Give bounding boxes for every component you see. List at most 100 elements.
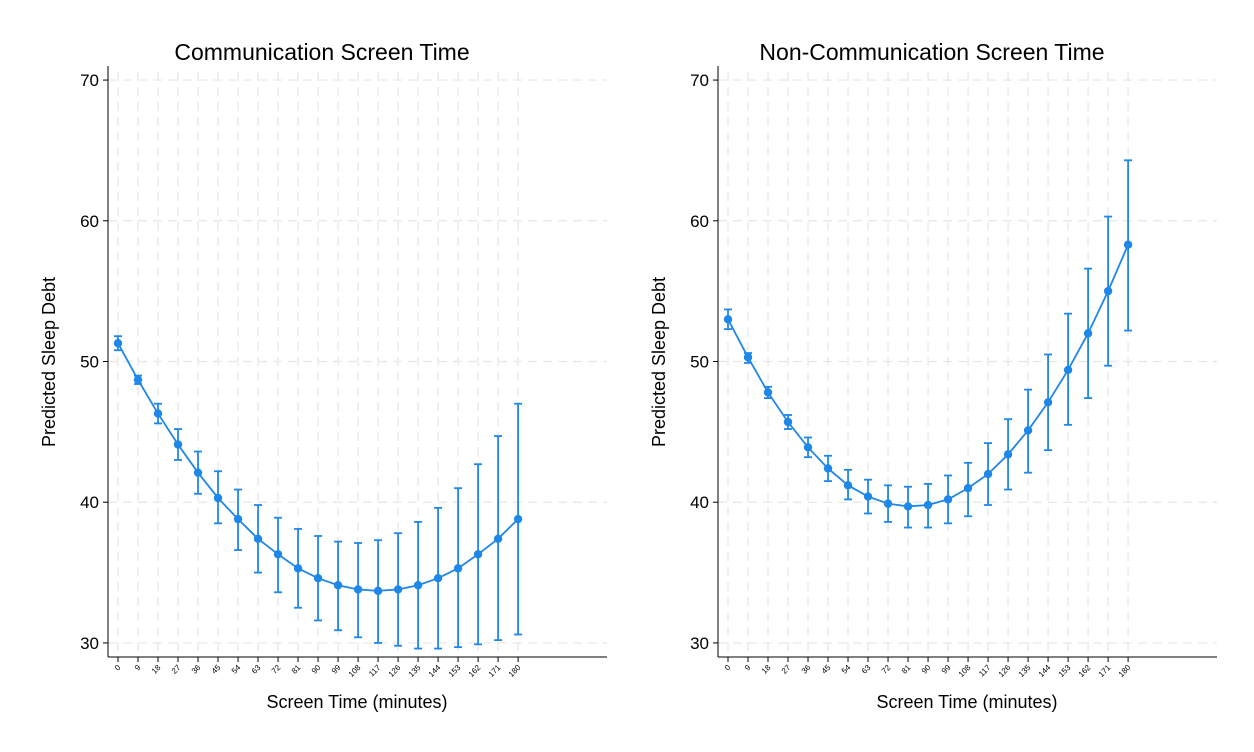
y-tick-label: 30 xyxy=(80,634,99,653)
x-tick-label: 108 xyxy=(347,663,363,679)
x-tick-label: 126 xyxy=(387,663,403,679)
data-point xyxy=(1003,450,1013,459)
x-tick-label: 27 xyxy=(170,663,183,676)
x-tick-label: 144 xyxy=(1037,663,1053,679)
y-tick-label: 60 xyxy=(80,212,99,231)
x-tick-label: 135 xyxy=(407,663,423,679)
x-tick-label: 81 xyxy=(290,663,303,676)
data-point xyxy=(743,353,753,362)
data-point xyxy=(863,492,873,501)
y-axis-title: Predicted Sleep Debt xyxy=(39,277,59,447)
x-tick-label: 27 xyxy=(780,663,793,676)
y-tick-label: 40 xyxy=(80,493,99,512)
x-tick-label: 180 xyxy=(507,663,523,679)
data-point xyxy=(433,574,443,583)
data-point xyxy=(843,481,853,490)
data-point xyxy=(823,464,833,473)
data-point xyxy=(903,502,913,511)
data-point xyxy=(193,468,203,477)
data-point xyxy=(983,469,993,479)
data-point xyxy=(493,534,503,543)
x-tick-label: 36 xyxy=(190,663,203,676)
data-point xyxy=(113,339,123,348)
chart-communication: Communication Screen Time 30 40 50 60 70 0 9 18… xyxy=(39,39,607,712)
data-point xyxy=(1103,286,1113,296)
data-point xyxy=(413,581,423,590)
x-tick-label: 126 xyxy=(997,663,1013,679)
y-tick-label: 50 xyxy=(80,353,99,372)
x-tick-label: 0 xyxy=(113,663,123,673)
data-point xyxy=(233,514,243,524)
y-axis-title: Predicted Sleep Debt xyxy=(649,277,669,447)
data-point xyxy=(253,534,263,543)
data-point xyxy=(393,585,403,594)
data-point xyxy=(173,440,183,449)
data-point xyxy=(333,581,343,590)
data-point xyxy=(803,443,813,452)
x-tick-label: 171 xyxy=(487,663,503,679)
data-point xyxy=(313,574,323,583)
x-tick-label: 63 xyxy=(860,663,873,676)
x-tick-label: 9 xyxy=(743,663,753,673)
data-point xyxy=(763,388,773,397)
axes: 30 40 50 60 70 0 9 18 27 36 45 54 63 72 81 90 99 108 117 12… xyxy=(690,66,1217,679)
data-point xyxy=(1063,365,1073,375)
data-point xyxy=(153,409,163,418)
data-point xyxy=(513,514,523,524)
x-tick-label: 117 xyxy=(977,663,993,679)
x-tick-label: 18 xyxy=(760,663,773,676)
data-point xyxy=(473,550,483,559)
x-tick-label: 171 xyxy=(1097,663,1113,679)
data-point xyxy=(1043,398,1053,407)
data-point xyxy=(923,500,933,510)
x-tick-label: 45 xyxy=(210,663,223,676)
x-tick-label: 45 xyxy=(820,663,833,676)
grid xyxy=(718,72,1217,657)
data-point xyxy=(1083,329,1093,338)
x-tick-label: 63 xyxy=(250,663,263,676)
data-point xyxy=(273,550,283,559)
data-point xyxy=(783,417,793,427)
x-tick-label: 72 xyxy=(270,663,283,676)
data-point xyxy=(723,315,733,324)
chart-title: Non-Communication Screen Time xyxy=(759,39,1104,65)
data-point xyxy=(293,564,303,573)
y-tick-label: 60 xyxy=(690,212,709,231)
chart-non-communication: Non-Communication Screen Time 30 40 50 60 70… xyxy=(649,39,1217,712)
x-tick-label: 153 xyxy=(1057,663,1073,679)
data-point xyxy=(963,483,973,493)
x-tick-label: 153 xyxy=(447,663,463,679)
y-tick-label: 70 xyxy=(80,71,99,90)
y-tick-label: 70 xyxy=(690,71,709,90)
series xyxy=(723,159,1133,529)
data-point xyxy=(133,375,143,384)
x-tick-label: 162 xyxy=(1077,663,1093,679)
data-point xyxy=(883,499,893,508)
data-point xyxy=(213,493,223,503)
y-tick-label: 30 xyxy=(690,634,709,653)
data-point xyxy=(943,495,953,504)
x-axis-title: Screen Time (minutes) xyxy=(876,692,1057,712)
data-point xyxy=(453,564,463,573)
x-tick-label: 108 xyxy=(957,663,973,679)
x-tick-label: 99 xyxy=(940,663,953,676)
x-tick-label: 117 xyxy=(367,663,383,679)
x-tick-label: 9 xyxy=(133,663,143,673)
series xyxy=(113,335,523,650)
data-point xyxy=(353,585,363,594)
x-axis-title: Screen Time (minutes) xyxy=(266,692,447,712)
x-tick-label: 180 xyxy=(1117,663,1133,679)
x-tick-label: 36 xyxy=(800,663,813,676)
x-tick-label: 90 xyxy=(920,663,933,676)
x-tick-label: 54 xyxy=(840,663,853,676)
x-tick-label: 99 xyxy=(330,663,343,676)
y-tick-label: 40 xyxy=(690,493,709,512)
x-tick-label: 0 xyxy=(723,663,733,673)
x-tick-label: 54 xyxy=(230,663,243,676)
x-tick-label: 144 xyxy=(427,663,443,679)
data-point xyxy=(373,586,383,596)
x-tick-label: 135 xyxy=(1017,663,1033,679)
data-point xyxy=(1123,240,1133,249)
x-tick-label: 90 xyxy=(310,663,323,676)
